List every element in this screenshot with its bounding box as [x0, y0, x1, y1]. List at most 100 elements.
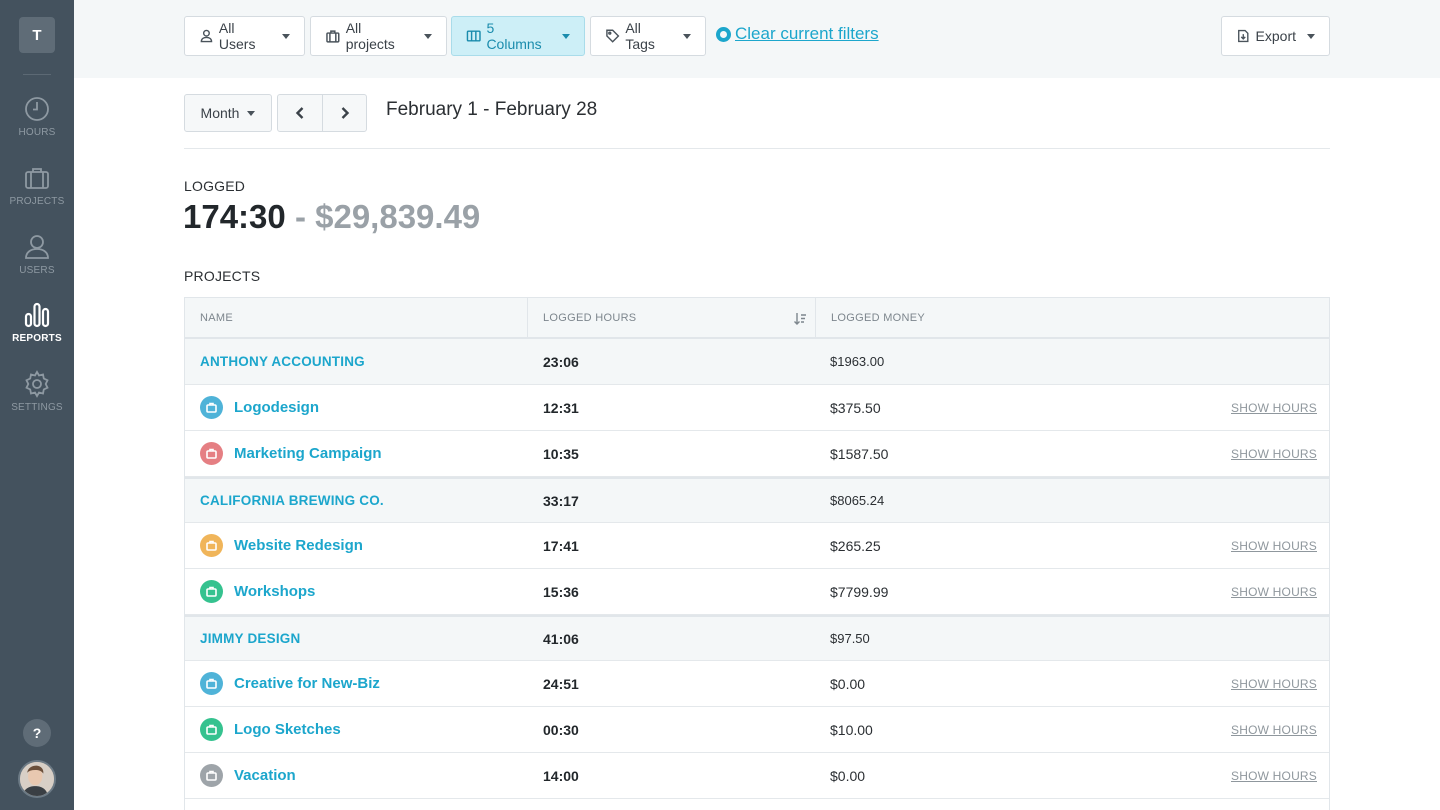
show-hours-link[interactable]: SHOW HOURS — [1231, 768, 1317, 783]
clear-icon — [716, 26, 731, 42]
project-money: $265.25 — [830, 537, 881, 554]
sidebar-item-reports[interactable]: REPORTS — [0, 300, 74, 360]
project-money: $7799.99 — [830, 583, 889, 600]
date-range: February 1 - February 28 — [386, 99, 598, 120]
project-money: $10.00 — [830, 721, 873, 738]
help-button[interactable]: ? — [23, 719, 51, 747]
logged-separator: - — [294, 198, 306, 235]
project-name-link[interactable]: Vacation — [234, 767, 296, 784]
show-hours-link[interactable]: SHOW HOURS — [1231, 538, 1317, 553]
project-hours: 10:35 — [543, 445, 579, 462]
project-money: $1587.50 — [830, 445, 889, 462]
project-hours: 24:51 — [543, 675, 579, 692]
sidebar-item-hours[interactable]: HOURS — [0, 94, 74, 154]
client-row: JIMMY DESIGN 41:06 $97.50 — [185, 615, 1329, 661]
project-name-link[interactable]: Marketing Campaign — [234, 445, 382, 462]
period-unit-label: Month — [200, 105, 240, 121]
sidebar-item-users[interactable]: USERS — [0, 232, 74, 292]
sidebar-item-label: SETTINGS — [11, 402, 63, 413]
bar-chart-icon — [24, 302, 50, 328]
briefcase-icon — [200, 580, 223, 603]
client-name-cell: CALIFORNIA BREWING CO. — [185, 493, 528, 508]
sidebar-item-label: REPORTS — [12, 333, 62, 344]
avatar-image — [20, 762, 54, 796]
client-row: ANTHONY ACCOUNTING 23:06 $1963.00 — [185, 339, 1329, 385]
client-name-link[interactable]: ANTHONY ACCOUNTING — [200, 354, 365, 369]
client-money: $97.50 — [830, 631, 870, 646]
sidebar-item-label: HOURS — [18, 127, 56, 138]
project-row: Logodesign 12:31 $375.50 SHOW HOURS — [185, 385, 1329, 431]
period-nav — [277, 94, 367, 132]
chevron-down-icon — [1307, 33, 1315, 39]
project-hours: 17:41 — [543, 537, 579, 554]
projects-table: NAME LOGGED HOURS LOGGED MONEY ANTHONY A… — [184, 297, 1330, 810]
clear-filters-label: Clear current filters — [735, 24, 879, 43]
project-name-link[interactable]: Creative for New-Biz — [234, 675, 380, 692]
column-header-logged-money[interactable]: LOGGED MONEY — [831, 311, 926, 324]
project-name-cell: Creative for New-Biz — [185, 672, 528, 695]
show-hours-link[interactable]: SHOW HOURS — [1231, 584, 1317, 599]
client-money: $1963.00 — [830, 354, 885, 369]
gear-icon — [25, 370, 49, 398]
project-name-link[interactable]: Logodesign — [234, 399, 319, 416]
account-logo[interactable]: T — [19, 17, 55, 53]
column-header-name[interactable]: NAME — [185, 298, 528, 337]
briefcase-icon — [200, 534, 223, 557]
project-name-link[interactable]: Logo Sketches — [234, 721, 341, 738]
sort-descending-icon[interactable] — [793, 312, 807, 326]
chevron-down-icon — [282, 33, 290, 39]
show-hours-link[interactable]: SHOW HOURS — [1231, 676, 1317, 691]
project-name-link[interactable]: Website Redesign — [234, 537, 363, 554]
briefcase-icon — [25, 168, 49, 189]
project-row: Workshops 15:36 $7799.99 SHOW HOURS — [185, 569, 1329, 615]
logged-total: 174:30 - $29,839.49 — [183, 198, 480, 236]
next-period-button[interactable] — [322, 95, 366, 131]
period-unit-dropdown[interactable]: Month — [184, 94, 272, 132]
projects-filter-label: All projects — [345, 20, 395, 52]
chevron-down-icon — [424, 33, 432, 39]
project-hours: 15:36 — [543, 583, 579, 600]
download-icon — [1238, 29, 1249, 43]
client-hours: 23:06 — [543, 353, 579, 370]
client-name-link[interactable]: JIMMY DESIGN — [200, 631, 301, 646]
export-dropdown[interactable]: Export — [1221, 16, 1330, 56]
project-row: Website Redesign 17:41 $265.25 SHOW HOURS — [185, 523, 1329, 569]
project-name-cell: Logodesign — [185, 396, 528, 419]
chevron-right-icon — [341, 107, 349, 119]
briefcase-icon — [200, 396, 223, 419]
project-name-cell: Marketing Campaign — [185, 442, 528, 465]
sidebar-divider — [23, 74, 51, 75]
client-name-cell: JIMMY DESIGN — [185, 631, 528, 646]
column-header-logged-hours[interactable]: LOGGED HOURS — [528, 298, 816, 337]
project-row: Logo Sketches 00:30 $10.00 SHOW HOURS — [185, 707, 1329, 753]
show-hours-link[interactable]: SHOW HOURS — [1231, 722, 1317, 737]
project-money: $0.00 — [830, 767, 866, 784]
clear-filters-link[interactable]: Clear current filters — [716, 24, 879, 44]
project-row: Creative for New-Biz 24:51 $0.00 SHOW HOURS — [185, 661, 1329, 707]
show-hours-link[interactable]: SHOW HOURS — [1231, 400, 1317, 415]
client-row: CALIFORNIA BREWING CO. 33:17 $8065.24 — [185, 477, 1329, 523]
sidebar-item-settings[interactable]: SETTINGS — [0, 369, 74, 429]
tags-filter-dropdown[interactable]: All Tags — [590, 16, 706, 56]
client-hours: 41:06 — [543, 630, 579, 647]
client-name-link[interactable]: CALIFORNIA BREWING CO. — [200, 493, 384, 508]
projects-section-label: PROJECTS — [184, 268, 261, 284]
show-hours-link[interactable]: SHOW HOURS — [1231, 446, 1317, 461]
sidebar-item-projects[interactable]: PROJECTS — [0, 163, 74, 223]
project-hours: 14:00 — [543, 767, 579, 784]
project-name-cell: Vacation — [185, 764, 528, 787]
briefcase-icon — [200, 718, 223, 741]
columns-filter-dropdown[interactable]: 5 Columns — [451, 16, 585, 56]
column-header-label: LOGGED HOURS — [543, 311, 637, 324]
avatar[interactable] — [18, 760, 56, 798]
project-money: $375.50 — [830, 399, 881, 416]
chevron-down-icon — [562, 33, 570, 39]
briefcase-icon — [200, 764, 223, 787]
users-filter-dropdown[interactable]: All Users — [184, 16, 305, 56]
project-money: $0.00 — [830, 675, 866, 692]
client-hours: 33:17 — [543, 492, 579, 509]
project-hours: 00:30 — [543, 721, 579, 738]
previous-period-button[interactable] — [278, 95, 322, 131]
project-name-link[interactable]: Workshops — [234, 583, 316, 600]
projects-filter-dropdown[interactable]: All projects — [310, 16, 447, 56]
